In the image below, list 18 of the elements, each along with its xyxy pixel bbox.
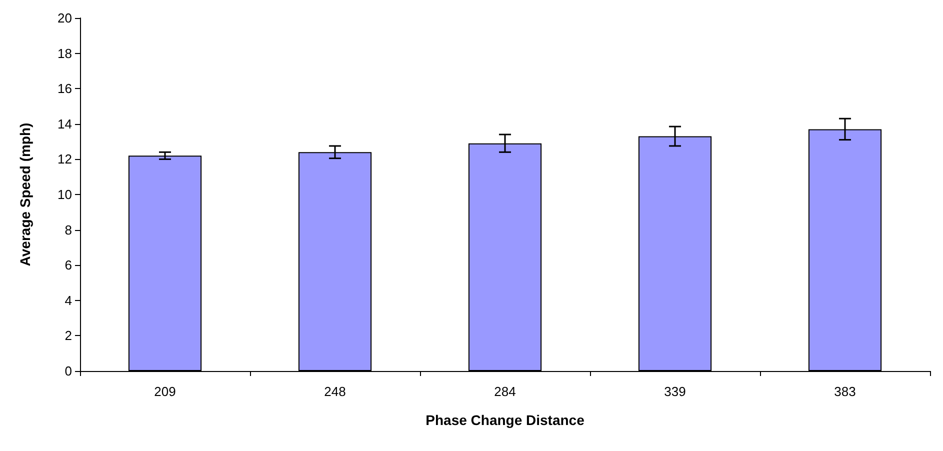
- y-tick-label: 8: [64, 222, 72, 238]
- x-tick-label: 339: [664, 384, 686, 399]
- y-tick-label: 2: [64, 328, 72, 344]
- x-tick-label: 383: [834, 384, 856, 399]
- x-tick-label: 248: [324, 384, 346, 399]
- y-tick-label: 6: [64, 258, 72, 273]
- y-tick-label: 12: [58, 152, 72, 167]
- x-axis-title: Phase Change Distance: [426, 412, 585, 428]
- y-tick-label: 10: [58, 187, 72, 202]
- y-tick-label: 0: [64, 364, 72, 378]
- y-tick-label: 4: [64, 292, 72, 308]
- y-tick-label: 18: [58, 46, 72, 61]
- y-tick-label: 16: [58, 81, 72, 96]
- y-tick-label: 20: [58, 10, 72, 26]
- x-tick-label: 284: [494, 384, 516, 399]
- y-tick-label: 14: [58, 116, 72, 132]
- x-tick-label: 209: [154, 384, 176, 399]
- y-axis-title: Average Speed (mph): [17, 122, 33, 266]
